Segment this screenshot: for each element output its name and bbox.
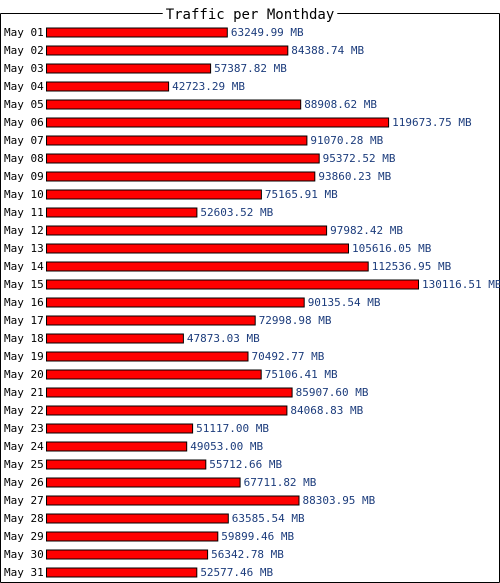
category-label: May 05 [4,98,44,111]
bar [46,387,293,398]
value-label: 93860.23 MB [318,170,391,183]
value-label: 85907.60 MB [296,386,369,399]
bar [46,135,308,146]
value-label: 88908.62 MB [304,98,377,111]
category-label: May 11 [4,206,44,219]
bar [46,189,262,200]
bar [46,279,419,290]
value-label: 75165.91 MB [265,188,338,201]
category-label: May 16 [4,296,44,309]
category-label: May 27 [4,494,44,507]
value-label: 51117.00 MB [196,422,269,435]
bar [46,351,249,362]
category-label: May 08 [4,152,44,165]
category-label: May 28 [4,512,44,525]
category-label: May 17 [4,314,44,327]
value-label: 88303.95 MB [302,494,375,507]
value-label: 70492.77 MB [252,350,325,363]
category-label: May 04 [4,80,44,93]
value-label: 75106.41 MB [265,368,338,381]
value-label: 130116.51 MB [422,278,500,291]
value-label: 49053.00 MB [190,440,263,453]
value-label: 84068.83 MB [290,404,363,417]
category-label: May 29 [4,530,44,543]
category-label: May 06 [4,116,44,129]
category-label: May 24 [4,440,44,453]
bars-group: May 01 63249.99 MB May 02 84388.74 MB May 03… [4,26,500,579]
value-label: 97982.42 MB [330,224,403,237]
bar [46,315,256,326]
value-label: 52603.52 MB [200,206,273,219]
category-label: May 09 [4,170,44,183]
value-label: 55712.66 MB [209,458,282,471]
bar [46,423,194,434]
category-label: May 30 [4,548,44,561]
value-label: 52577.46 MB [200,566,273,579]
value-label: 57387.82 MB [214,62,287,75]
category-label: May 20 [4,368,44,381]
category-label: May 15 [4,278,44,291]
bar [46,549,209,560]
category-label: May 02 [4,44,44,57]
bar [46,459,207,470]
value-label: 63249.99 MB [231,26,304,39]
bar [46,495,300,506]
category-label: May 01 [4,26,44,39]
bar [46,513,229,524]
value-label: 112536.95 MB [372,260,452,273]
value-label: 63585.54 MB [232,512,305,525]
category-label: May 26 [4,476,44,489]
bar [46,567,198,578]
value-label: 105616.05 MB [352,242,432,255]
value-label: 95372.52 MB [323,152,396,165]
bar [46,117,390,128]
bar [46,207,198,218]
bar [46,405,288,416]
category-label: May 23 [4,422,44,435]
value-label: 59899.46 MB [221,530,294,543]
bar [46,99,302,110]
value-label: 84388.74 MB [291,44,364,57]
category-label: May 12 [4,224,44,237]
bar [46,333,184,344]
category-label: May 25 [4,458,44,471]
bar [46,531,219,542]
category-label: May 07 [4,134,44,147]
category-label: May 10 [4,188,44,201]
category-label: May 21 [4,386,44,399]
bar [46,81,170,92]
bar [46,441,188,452]
value-label: 90135.54 MB [308,296,381,309]
value-label: 91070.28 MB [310,134,383,147]
bar [46,225,328,236]
value-label: 72998.98 MB [259,314,332,327]
value-label: 67711.82 MB [244,476,317,489]
category-label: May 31 [4,566,44,579]
category-label: May 19 [4,350,44,363]
bar [46,171,316,182]
bar [46,477,241,488]
bar [46,369,262,380]
bar [46,45,289,56]
bar [46,63,212,74]
category-label: May 14 [4,260,44,273]
value-label: 56342.78 MB [211,548,284,561]
category-label: May 13 [4,242,44,255]
category-label: May 22 [4,404,44,417]
value-label: 47873.03 MB [187,332,260,345]
value-label: 42723.29 MB [172,80,245,93]
bar [46,297,305,308]
category-label: May 18 [4,332,44,345]
category-label: May 03 [4,62,44,75]
value-label: 119673.75 MB [392,116,472,129]
bar [46,261,369,272]
bar [46,27,228,38]
chart-title: Traffic per Monthday [166,7,335,23]
bar [46,153,320,164]
bar [46,243,349,254]
